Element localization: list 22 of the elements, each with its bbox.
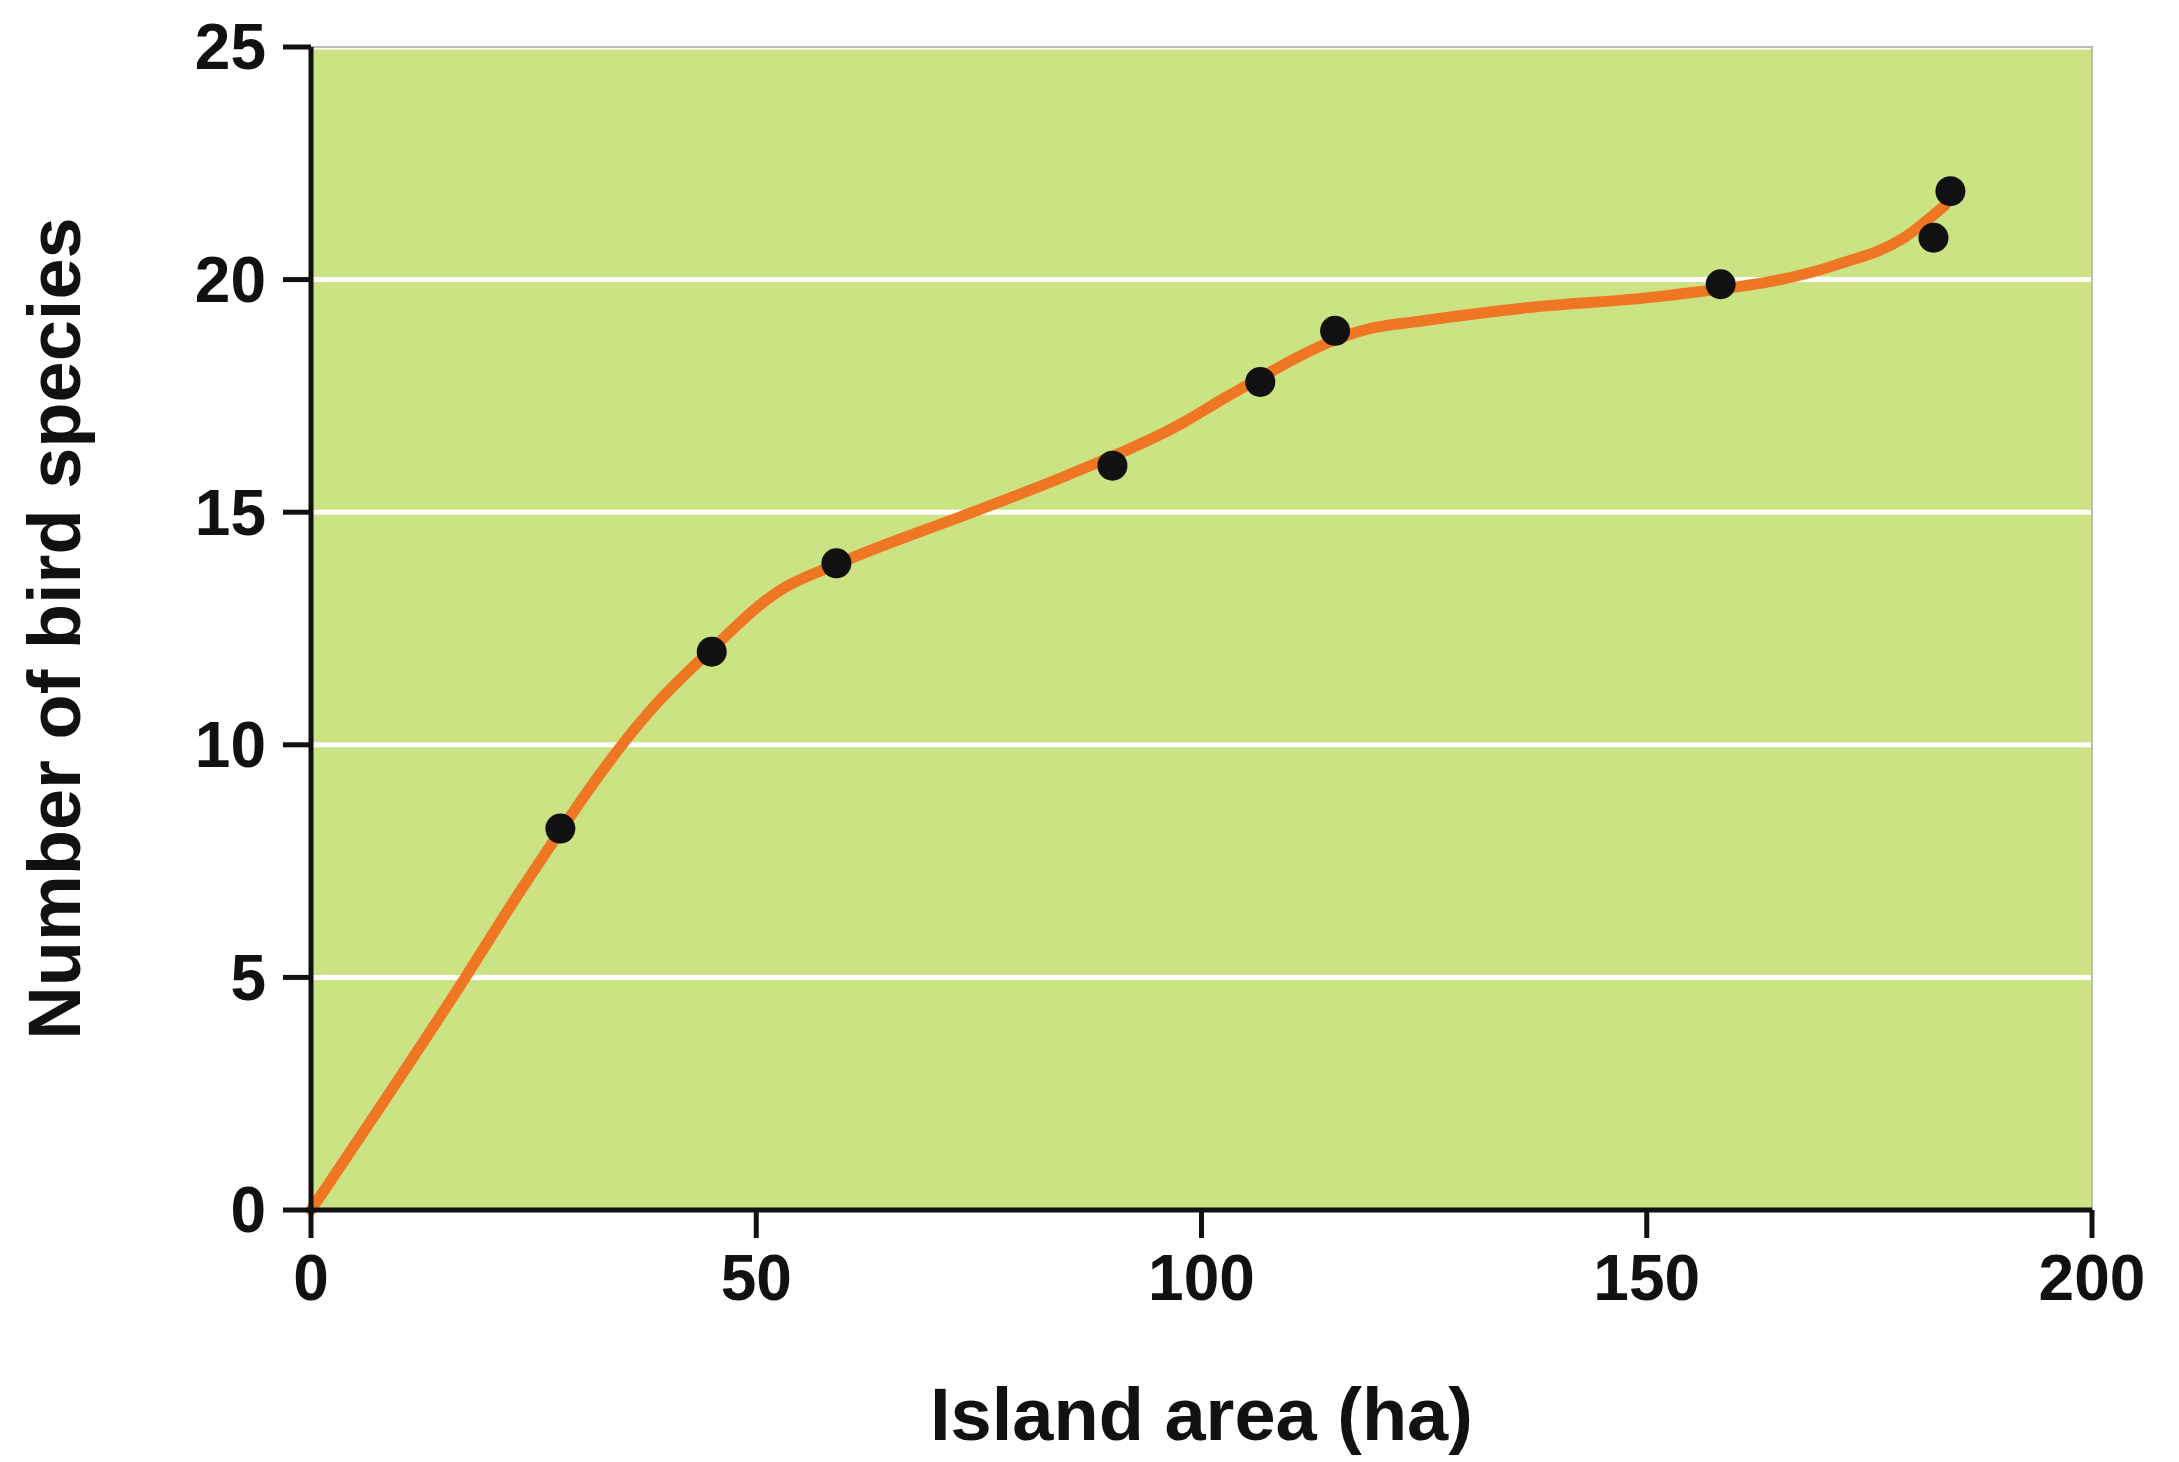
point [545, 813, 576, 844]
point [1705, 269, 1736, 300]
y-tick-label: 5 [230, 941, 266, 1014]
y-tick-label: 25 [194, 11, 266, 84]
y-tick-label: 20 [194, 244, 266, 316]
x-tick-label: 200 [2038, 1242, 2146, 1314]
x-tick-label: 150 [1593, 1242, 1701, 1314]
point [1935, 176, 1966, 207]
y-tick-label: 10 [194, 709, 266, 782]
point [1245, 366, 1276, 397]
point [1097, 450, 1128, 481]
x-tick-label: 0 [293, 1242, 329, 1314]
point [696, 636, 727, 667]
x-tick-label: 100 [1148, 1242, 1255, 1314]
point [1918, 222, 1949, 253]
y-axis-title: Number of bird species [13, 217, 96, 1040]
x-axis-title: Island area (ha) [930, 1373, 1473, 1456]
x-tick-label: 50 [720, 1242, 792, 1314]
point [1320, 315, 1351, 346]
y-tick-label: 0 [230, 1174, 266, 1247]
point [821, 548, 852, 579]
y-tick-label: 15 [194, 476, 266, 549]
